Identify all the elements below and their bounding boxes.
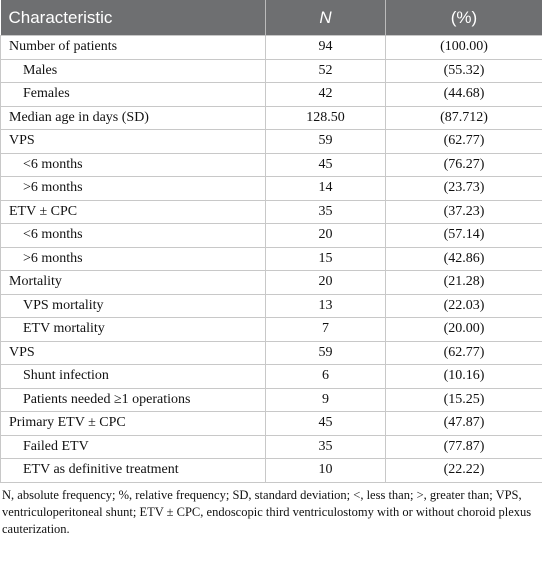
cell: 35 bbox=[265, 434, 386, 459]
header-cell: Characteristic bbox=[0, 0, 266, 36]
group-row: ETV ± CPC 35 (37.23) bbox=[0, 199, 542, 224]
sub-row: >6 months 14 (23.73) bbox=[0, 176, 542, 201]
cell: 20 bbox=[265, 223, 386, 248]
cell: (76.27) bbox=[385, 152, 542, 177]
cell: (42.86) bbox=[385, 246, 542, 271]
cell: (47.87) bbox=[385, 411, 542, 436]
sub-row: Failed ETV 35 (77.87) bbox=[0, 434, 542, 459]
cell: 59 bbox=[265, 129, 386, 154]
sub-row: ETV as definitive treatment 10 (22.22) bbox=[0, 458, 542, 483]
cell: 52 bbox=[265, 58, 386, 83]
cell: 13 bbox=[265, 293, 386, 318]
cell: (57.14) bbox=[385, 223, 542, 248]
sub-row: <6 months 20 (57.14) bbox=[0, 223, 542, 248]
group-row: Primary ETV ± CPC 45 (47.87) bbox=[0, 411, 542, 436]
cell: 20 bbox=[265, 270, 386, 295]
cell: (10.16) bbox=[385, 364, 542, 389]
cell: (22.22) bbox=[385, 458, 542, 483]
cell: (55.32) bbox=[385, 58, 542, 83]
cell: >6 months bbox=[0, 176, 266, 201]
cell: >6 months bbox=[0, 246, 266, 271]
group-row: Mortality 20 (21.28) bbox=[0, 270, 542, 295]
cell: Patients needed ≥1 operations bbox=[0, 387, 266, 412]
group-row: Number of patients 94 (100.00) bbox=[0, 35, 542, 60]
cell: VPS mortality bbox=[0, 293, 266, 318]
cell: (62.77) bbox=[385, 340, 542, 365]
cell: ETV as definitive treatment bbox=[0, 458, 266, 483]
cell: VPS bbox=[0, 340, 266, 365]
header-cell: N bbox=[265, 0, 386, 36]
cell: Failed ETV bbox=[0, 434, 266, 459]
sub-row: Shunt infection 6 (10.16) bbox=[0, 364, 542, 389]
cell: 14 bbox=[265, 176, 386, 201]
data-table: Characteristic N (%) Number of patients 9… bbox=[0, 0, 542, 483]
cell: 35 bbox=[265, 199, 386, 224]
sub-row: Males 52 (55.32) bbox=[0, 58, 542, 83]
cell: ETV ± CPC bbox=[0, 199, 266, 224]
cell: VPS bbox=[0, 129, 266, 154]
cell: (20.00) bbox=[385, 317, 542, 342]
header-row: Characteristic N (%) bbox=[0, 0, 542, 36]
cell: <6 months bbox=[0, 223, 266, 248]
cell: Males bbox=[0, 58, 266, 83]
sub-row: ETV mortality 7 (20.00) bbox=[0, 317, 542, 342]
cell: 9 bbox=[265, 387, 386, 412]
sub-row: Females 42 (44.68) bbox=[0, 82, 542, 107]
cell: (37.23) bbox=[385, 199, 542, 224]
cell: 10 bbox=[265, 458, 386, 483]
cell: (87.712) bbox=[385, 105, 542, 130]
sub-row: Patients needed ≥1 operations 9 (15.25) bbox=[0, 387, 542, 412]
cell: (100.00) bbox=[385, 35, 542, 60]
sub-row: <6 months 45 (76.27) bbox=[0, 152, 542, 177]
group-row: Median age in days (SD) 128.50 (87.712) bbox=[0, 105, 542, 130]
cell: (77.87) bbox=[385, 434, 542, 459]
cell: Shunt infection bbox=[0, 364, 266, 389]
cell: 15 bbox=[265, 246, 386, 271]
cell: 45 bbox=[265, 152, 386, 177]
cell: 59 bbox=[265, 340, 386, 365]
cell: (21.28) bbox=[385, 270, 542, 295]
cell: Number of patients bbox=[0, 35, 266, 60]
cell: Mortality bbox=[0, 270, 266, 295]
group-row: VPS 59 (62.77) bbox=[0, 129, 542, 154]
cell: (62.77) bbox=[385, 129, 542, 154]
cell: (22.03) bbox=[385, 293, 542, 318]
sub-row: VPS mortality 13 (22.03) bbox=[0, 293, 542, 318]
cell: 42 bbox=[265, 82, 386, 107]
cell: 128.50 bbox=[265, 105, 386, 130]
cell: ETV mortality bbox=[0, 317, 266, 342]
table-body: Number of patients 94 (100.00) Males 52 (55.3… bbox=[0, 35, 542, 483]
cell: (44.68) bbox=[385, 82, 542, 107]
cell: Females bbox=[0, 82, 266, 107]
cell: 6 bbox=[265, 364, 386, 389]
cell: Primary ETV ± CPC bbox=[0, 411, 266, 436]
cell: (15.25) bbox=[385, 387, 542, 412]
group-row: VPS 59 (62.77) bbox=[0, 340, 542, 365]
cell: <6 months bbox=[0, 152, 266, 177]
cell: 7 bbox=[265, 317, 386, 342]
cell: 45 bbox=[265, 411, 386, 436]
header-cell: (%) bbox=[385, 0, 542, 36]
footnote: N, absolute frequency; %, relative frequ… bbox=[2, 487, 532, 536]
cell: Median age in days (SD) bbox=[0, 105, 266, 130]
cell: (23.73) bbox=[385, 176, 542, 201]
sub-row: >6 months 15 (42.86) bbox=[0, 246, 542, 271]
cell: 94 bbox=[265, 35, 386, 60]
